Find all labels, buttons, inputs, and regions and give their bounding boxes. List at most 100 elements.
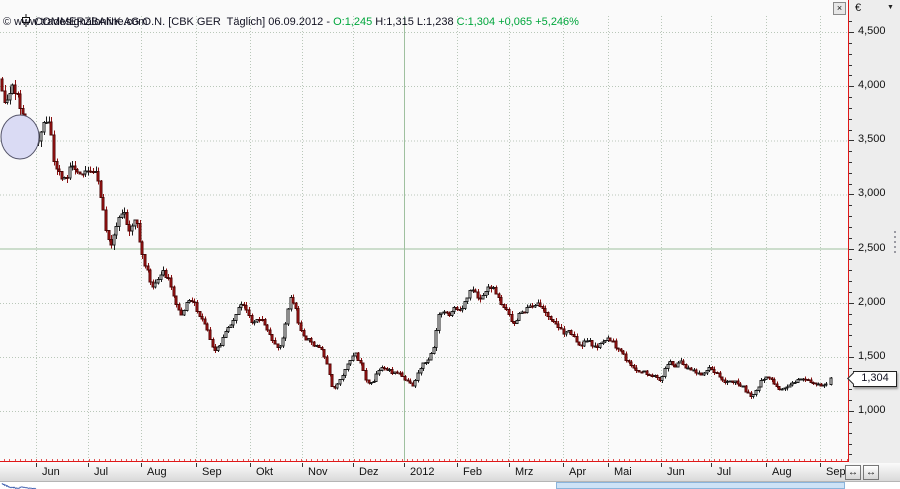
- scroll-range-thumb[interactable]: [556, 482, 845, 489]
- price-minor-tick: [849, 151, 852, 153]
- price-minor-tick: [849, 53, 852, 55]
- price-minor-tick: [849, 97, 852, 98]
- time-axis-tick: [302, 463, 303, 467]
- time-axis-label: Mai: [614, 466, 632, 478]
- time-axis-label: Okt: [256, 466, 274, 478]
- last-price-marker: 1,304: [853, 370, 897, 387]
- time-axis-tick: [563, 463, 564, 467]
- price-minor-tick: [849, 64, 852, 66]
- time-axis-label: Mrz: [515, 466, 534, 478]
- price-axis-panel[interactable]: € ▼ 4,500 4,000 3,500 3,000 2,500 2,000 1,500 1…: [849, 0, 900, 463]
- price-axis-label: 2,000: [858, 295, 886, 308]
- close-change-values: C:1,304 +0,065 +5,246%: [456, 16, 579, 28]
- time-axis-label: Feb: [463, 466, 482, 478]
- time-axis-tick: [820, 463, 821, 467]
- price-minor-tick: [849, 259, 852, 261]
- time-axis-tick: [196, 463, 197, 467]
- time-axis-panel[interactable]: Jun Jul Aug Sep Okt Nov Dez 2012 Feb Mrz Apr Mai Jun…: [0, 463, 849, 481]
- price-minor-tick: [849, 226, 852, 228]
- price-minor-tick: [849, 432, 852, 434]
- price-major-tick: [849, 32, 854, 33]
- price-minor-tick: [849, 216, 852, 218]
- chart-header: COMMERZBANK AG O.N. [CBK GER Täglich] 06…: [3, 2, 579, 42]
- panel-grip-handle[interactable]: [894, 231, 896, 254]
- price-axis-label: 3,000: [858, 187, 886, 200]
- price-axis-label: 1,500: [858, 349, 886, 362]
- open-value: O:1,245: [333, 16, 376, 28]
- price-major-tick: [849, 302, 854, 304]
- overview-scrollbar[interactable]: [0, 481, 900, 489]
- horizontal-scale-button-2[interactable]: ↔: [863, 465, 879, 480]
- time-axis-label: Jul: [717, 466, 732, 478]
- copyright-label: © www.tradesignalonline.com: [3, 16, 148, 28]
- time-axis-label: 2012: [410, 466, 435, 478]
- price-major-tick: [849, 86, 854, 88]
- price-minor-tick: [849, 454, 852, 456]
- price-axis-label: 2,500: [858, 241, 886, 254]
- chart-canvas[interactable]: [0, 0, 849, 462]
- price-major-tick: [849, 140, 854, 142]
- time-axis-tick: [509, 463, 510, 467]
- candlestick-icon: [3, 2, 31, 42]
- time-axis-label: Dez: [359, 466, 379, 478]
- instrument-title: COMMERZBANK AG O.N. [CBK GER Täglich] 06…: [34, 16, 334, 28]
- time-axis-tick: [250, 463, 251, 467]
- price-minor-tick: [849, 205, 852, 207]
- price-axis-label: 4,500: [858, 25, 886, 37]
- pane-borders: [0, 0, 849, 462]
- price-minor-tick: [849, 421, 852, 423]
- price-minor-tick: [849, 291, 852, 293]
- time-axis-tick: [711, 463, 712, 467]
- time-axis-tick: [36, 463, 37, 467]
- price-minor-tick: [849, 172, 852, 174]
- price-minor-tick: [849, 346, 852, 348]
- price-minor-tick: [849, 400, 852, 402]
- price-minor-tick: [849, 42, 852, 44]
- horizontal-scale-button-1[interactable]: ↔: [845, 465, 861, 480]
- time-axis-tick: [353, 463, 354, 467]
- chart-grid: [0, 16, 848, 462]
- price-minor-tick: [849, 118, 852, 120]
- price-minor-tick: [849, 324, 852, 326]
- high-low-values: H:1,315 L:1,238: [375, 16, 457, 28]
- price-minor-tick: [849, 367, 852, 369]
- price-axis-label: 4,000: [858, 79, 886, 92]
- time-axis-tick: [404, 463, 405, 467]
- price-minor-tick: [849, 237, 852, 239]
- candles: [0, 76, 833, 399]
- time-axis-tick: [88, 463, 89, 467]
- time-axis-tick: [661, 463, 662, 467]
- time-axis-label: Jun: [42, 466, 60, 478]
- close-icon: ×: [836, 3, 843, 13]
- currency-label[interactable]: €: [855, 2, 862, 14]
- time-axis-label: Jul: [94, 466, 109, 478]
- time-axis-tick: [141, 463, 142, 467]
- time-axis-label: Sep: [202, 466, 222, 478]
- price-minor-tick: [849, 313, 852, 315]
- time-axis-label: Aug: [772, 466, 792, 478]
- time-axis-label: Nov: [308, 466, 328, 478]
- time-axis-tick: [608, 463, 609, 467]
- price-minor-tick: [849, 107, 852, 109]
- price-minor-tick: [849, 162, 852, 163]
- annotation-circle: [0, 114, 40, 160]
- price-major-tick: [849, 194, 854, 196]
- time-axis-label: Aug: [147, 466, 167, 478]
- price-minor-tick: [849, 389, 852, 391]
- price-minor-tick: [849, 129, 852, 131]
- price-minor-tick: [849, 443, 852, 445]
- chevron-down-icon[interactable]: ▼: [887, 4, 894, 11]
- price-axis-label: 3,500: [858, 133, 886, 146]
- price-axis-label: 1,000: [858, 404, 886, 417]
- price-minor-tick: [849, 183, 852, 185]
- time-axis-tick: [766, 463, 767, 467]
- horizontal-arrows-icon: ↔: [866, 466, 876, 478]
- time-axis-label: Apr: [569, 466, 587, 478]
- price-minor-tick: [849, 270, 852, 272]
- price-major-tick: [849, 248, 854, 250]
- price-minor-tick: [849, 21, 852, 23]
- close-button[interactable]: ×: [833, 2, 846, 15]
- price-major-tick: [849, 411, 854, 413]
- time-axis-tick: [457, 463, 458, 467]
